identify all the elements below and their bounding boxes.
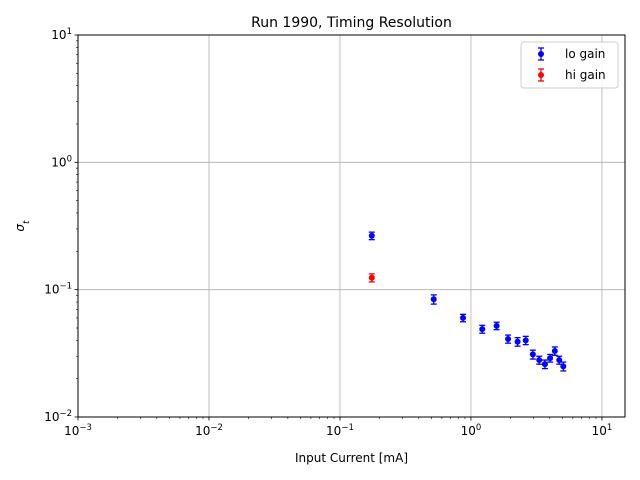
chart-title: Run 1990, Timing Resolution bbox=[251, 15, 452, 31]
lo-gain-point bbox=[529, 349, 536, 360]
x-tick-label: 101 bbox=[592, 423, 613, 438]
x-axis-label: Input Current [mA] bbox=[295, 451, 408, 465]
data-marker bbox=[541, 361, 548, 368]
data-marker bbox=[514, 338, 521, 345]
lo-gain-point bbox=[493, 321, 500, 331]
lo-gain-point bbox=[430, 294, 437, 305]
lo-gain-point bbox=[551, 346, 558, 356]
data-marker bbox=[536, 357, 543, 364]
y-tick-label: 10−1 bbox=[44, 282, 72, 297]
lo-gain-point bbox=[522, 335, 529, 346]
x-tick-label: 10−3 bbox=[64, 423, 92, 438]
x-tick-label: 10−1 bbox=[326, 423, 354, 438]
lo-gain-point bbox=[541, 359, 548, 370]
legend-label: hi gain bbox=[565, 68, 606, 82]
x-tick-label: 100 bbox=[461, 423, 482, 438]
data-marker bbox=[430, 296, 437, 303]
data-marker bbox=[529, 351, 536, 358]
legend-marker bbox=[538, 72, 544, 78]
data-marker bbox=[460, 314, 467, 321]
lo-gain-point bbox=[505, 334, 512, 344]
data-marker bbox=[368, 232, 375, 239]
lo-gain-point bbox=[547, 353, 554, 363]
legend-entry-lo-gain: lo gain bbox=[538, 47, 605, 61]
lo-gain-point bbox=[514, 336, 521, 347]
y-tick-label: 100 bbox=[51, 154, 72, 169]
lo-gain-point bbox=[368, 231, 375, 241]
lo-gain-point bbox=[536, 355, 543, 365]
lo-gain-point bbox=[460, 313, 467, 323]
hi-gain-point bbox=[368, 273, 375, 283]
y-label-subscript: t bbox=[22, 220, 32, 224]
lo-gain-point bbox=[560, 361, 567, 372]
legend-box bbox=[520, 41, 619, 89]
data-marker bbox=[479, 326, 486, 333]
y-tick-label: 10−2 bbox=[44, 409, 72, 424]
data-marker bbox=[522, 337, 529, 344]
data-marker bbox=[493, 322, 500, 329]
data-marker bbox=[551, 347, 558, 354]
x-tick-label: 10−2 bbox=[195, 423, 223, 438]
data-marker bbox=[547, 355, 554, 362]
data-marker bbox=[560, 363, 567, 370]
legend: lo gain hi gain bbox=[520, 41, 619, 89]
y-tick-label: 101 bbox=[51, 27, 72, 42]
data-marker bbox=[505, 335, 512, 342]
plot-frame bbox=[77, 34, 626, 418]
y-axis-label: σt bbox=[13, 220, 32, 232]
legend-entry-hi-gain: hi gain bbox=[538, 68, 606, 82]
y-label-symbol: σ bbox=[13, 224, 27, 232]
lo-gain-point bbox=[479, 324, 486, 334]
legend-marker bbox=[538, 51, 544, 57]
data-marker bbox=[368, 274, 375, 281]
data-marks bbox=[368, 231, 567, 372]
legend-label: lo gain bbox=[565, 47, 605, 61]
